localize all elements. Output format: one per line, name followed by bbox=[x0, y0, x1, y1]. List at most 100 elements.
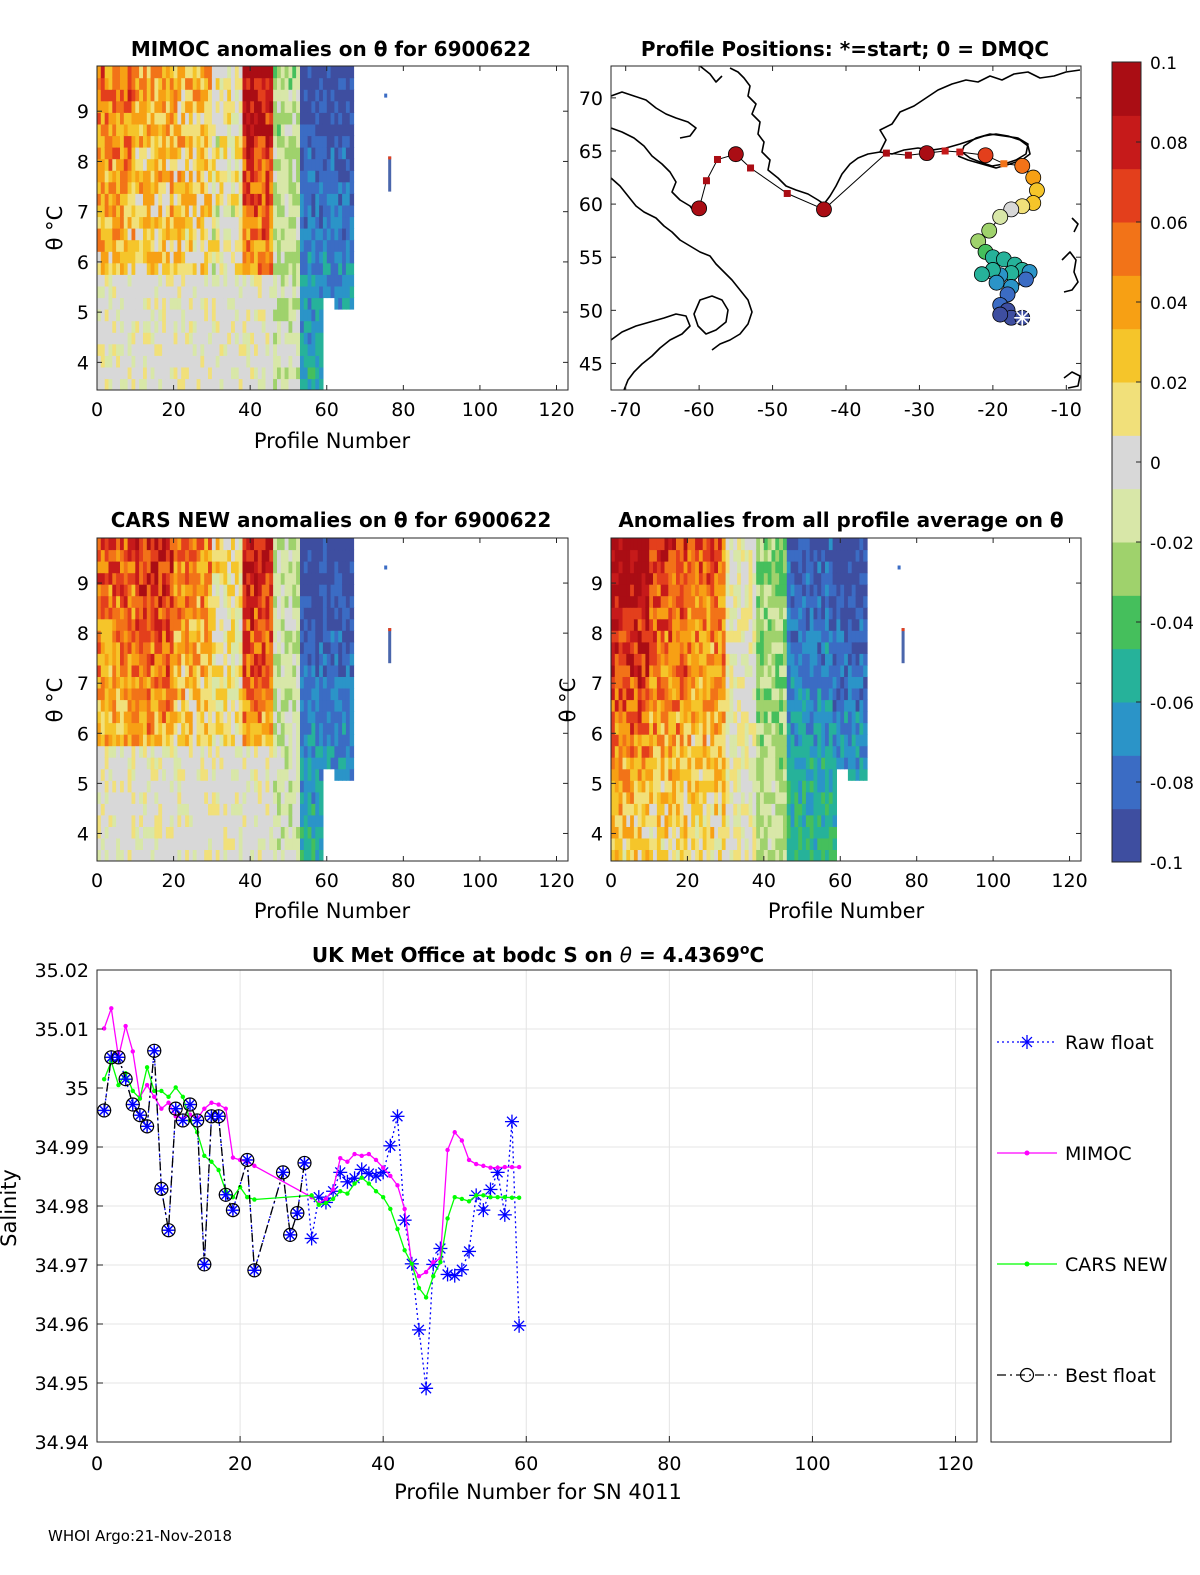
heatmap-cell bbox=[227, 378, 232, 390]
heatmap-cell bbox=[254, 734, 259, 747]
heatmap-cell bbox=[112, 170, 117, 183]
heatmap-cell bbox=[656, 826, 662, 839]
heatmap-cell bbox=[633, 584, 639, 597]
heatmap-cell bbox=[349, 711, 355, 724]
heatmap-cell bbox=[116, 664, 121, 677]
heatmap-cell bbox=[250, 320, 255, 333]
heatmap-cell bbox=[238, 297, 244, 310]
heatmap-cell bbox=[250, 181, 255, 194]
heatmap-cell bbox=[185, 309, 190, 322]
heatmap-cell bbox=[162, 561, 167, 574]
heatmap-cell bbox=[150, 734, 155, 747]
heatmap-cell bbox=[338, 572, 343, 585]
heatmap-cell bbox=[292, 538, 297, 551]
heatmap-cell bbox=[710, 814, 715, 827]
heatmap-cell bbox=[633, 768, 639, 781]
heatmap-cell bbox=[656, 734, 662, 747]
heatmap-cell bbox=[672, 837, 677, 850]
heatmap-cell bbox=[108, 711, 113, 724]
heatmap-cell bbox=[165, 814, 171, 827]
heatmap-cell bbox=[246, 641, 251, 654]
heatmap-cell bbox=[234, 722, 240, 735]
heatmap-cell bbox=[288, 803, 293, 816]
heatmap-cell bbox=[123, 595, 129, 608]
heatmap-cell bbox=[108, 274, 113, 287]
heatmap-cell bbox=[200, 688, 205, 701]
heatmap-cell bbox=[710, 849, 715, 861]
heatmap-cell bbox=[177, 711, 182, 724]
heatmap-cell bbox=[169, 112, 175, 125]
heatmap-cell bbox=[721, 664, 727, 677]
heatmap-cell bbox=[257, 123, 263, 137]
heatmap-cell bbox=[162, 378, 167, 390]
heatmap-cell bbox=[200, 676, 205, 689]
heatmap-cell bbox=[127, 711, 132, 724]
heatmap-cell bbox=[204, 814, 209, 827]
heatmap-cell bbox=[637, 803, 643, 816]
heatmap-cell bbox=[710, 780, 715, 793]
heatmap-cell bbox=[158, 676, 163, 689]
heatmap-cell bbox=[250, 780, 255, 793]
heatmap-cell bbox=[231, 193, 236, 206]
heatmap-cell bbox=[706, 768, 711, 781]
heatmap-cell bbox=[242, 366, 247, 380]
heatmap-cell bbox=[296, 170, 301, 183]
heatmap-cell bbox=[192, 274, 198, 287]
heatmap-cell bbox=[265, 355, 270, 368]
heatmap-cell bbox=[725, 653, 730, 666]
heatmap-cell bbox=[626, 538, 631, 551]
heatmap-cell bbox=[127, 664, 132, 677]
heatmap-cell bbox=[265, 549, 270, 562]
heatmap-cell bbox=[231, 572, 236, 585]
heatmap-cell bbox=[127, 274, 132, 287]
heatmap-cell bbox=[292, 216, 297, 229]
heatmap-cell bbox=[219, 814, 224, 827]
heatmap-cell bbox=[292, 228, 297, 241]
heatmap-cell bbox=[740, 849, 746, 861]
heatmap-cell bbox=[261, 77, 267, 90]
heatmap-cell bbox=[710, 722, 715, 735]
heatmap-cell bbox=[752, 572, 757, 585]
heatmap-cell bbox=[150, 89, 155, 102]
heatmap-cell bbox=[721, 780, 727, 793]
heatmap-cell bbox=[185, 664, 190, 677]
heatmap-cell bbox=[280, 768, 286, 781]
heatmap-cell bbox=[280, 147, 286, 160]
heatmap-cell bbox=[660, 780, 666, 793]
heatmap-cell bbox=[277, 378, 282, 390]
heatmap-cell bbox=[231, 768, 236, 781]
heatmap-cell bbox=[322, 193, 328, 206]
heatmap-cell bbox=[702, 734, 708, 747]
heatmap-cell bbox=[748, 607, 753, 620]
x-tick-label: -50 bbox=[757, 399, 788, 421]
heatmap-cell bbox=[656, 653, 662, 666]
heatmap-cell bbox=[277, 768, 282, 781]
heatmap-cell bbox=[177, 837, 182, 850]
heatmap-cell bbox=[211, 100, 217, 113]
heatmap-cell bbox=[311, 664, 316, 677]
heatmap-cell bbox=[131, 538, 136, 551]
heatmap-cell bbox=[131, 549, 136, 562]
heatmap-cell bbox=[334, 757, 339, 770]
heatmap-cell bbox=[737, 584, 742, 597]
heatmap-cell bbox=[760, 641, 765, 654]
heatmap-cell bbox=[349, 688, 355, 701]
heatmap-cell bbox=[334, 641, 339, 654]
heatmap-cell bbox=[104, 814, 110, 827]
heatmap-cell bbox=[307, 204, 312, 218]
heatmap-cell bbox=[656, 584, 662, 597]
heatmap-cell bbox=[104, 343, 110, 356]
heatmap-cell bbox=[706, 814, 711, 827]
heatmap-cell bbox=[100, 664, 106, 677]
heatmap-cell bbox=[219, 618, 224, 631]
heatmap-cell bbox=[691, 791, 696, 804]
heatmap-cell bbox=[196, 745, 201, 758]
heatmap-cell bbox=[162, 170, 167, 183]
heatmap-cell bbox=[319, 745, 324, 758]
heatmap-cell bbox=[116, 378, 121, 390]
heatmap-cell bbox=[315, 722, 320, 735]
heatmap-cell bbox=[676, 538, 681, 551]
heatmap-cell bbox=[231, 239, 236, 252]
heatmap-cell bbox=[284, 332, 289, 345]
heatmap-cell bbox=[752, 676, 757, 689]
